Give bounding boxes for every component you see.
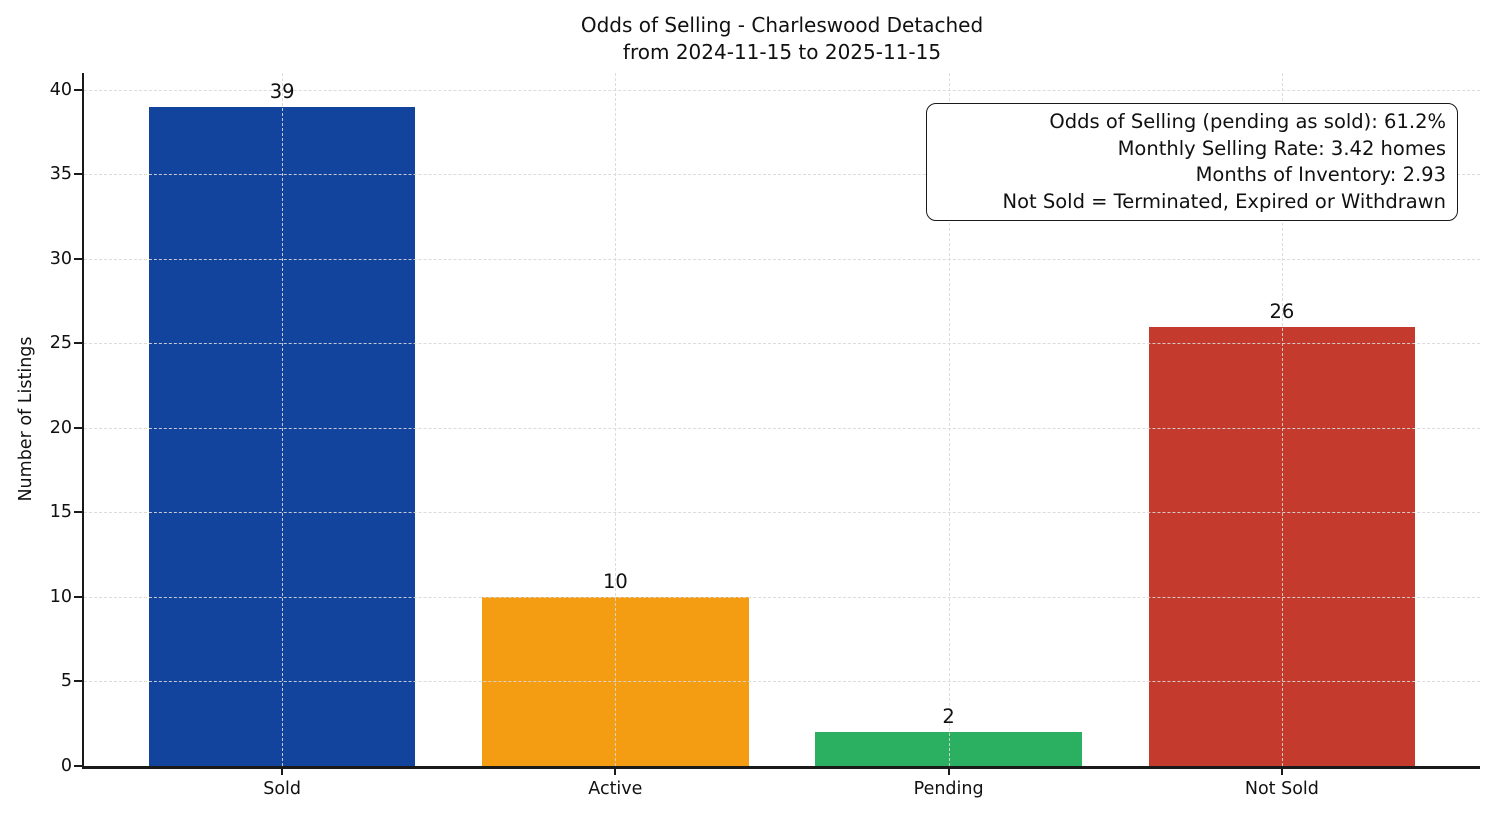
y-tick-30 — [74, 257, 82, 260]
x-axis-spine — [81, 766, 1480, 769]
h-gridline-25 — [84, 343, 1480, 345]
plot-area: 39 10 2 26 — [84, 73, 1480, 766]
y-tick-25 — [74, 342, 82, 345]
chart-title: Odds of Selling - Charleswood Detached — [580, 13, 984, 37]
y-tick-15 — [74, 511, 82, 514]
y-tick-label-0: 0 — [60, 756, 72, 776]
annotation-line-inventory: Months of Inventory: 2.93 — [1195, 163, 1446, 186]
annotation-line-odds: Odds of Selling (pending as sold): 61.2% — [1049, 110, 1446, 133]
h-gridline-30 — [84, 258, 1480, 260]
h-gridline-10 — [84, 596, 1480, 598]
chart-title-block: Odds of Selling - Charleswood Detached f… — [84, 12, 1480, 66]
y-tick-label-25: 25 — [49, 333, 72, 354]
y-tick-label-15: 15 — [49, 502, 72, 523]
annotation-box: Odds of Selling (pending as sold): 61.2%… — [926, 103, 1458, 221]
bar-value-label-active: 10 — [602, 569, 628, 593]
y-axis-label: Number of Listings — [16, 336, 36, 502]
annotation-line-notsold-definition: Not Sold = Terminated, Expired or Withdr… — [1002, 189, 1446, 213]
h-gridline-15 — [84, 512, 1480, 514]
y-tick-label-30: 30 — [49, 248, 72, 269]
bar-value-label-pending: 2 — [942, 705, 955, 729]
y-tick-label-35: 35 — [49, 164, 72, 185]
y-tick-label-5: 5 — [60, 671, 72, 692]
x-tick-label-active: Active — [588, 779, 643, 799]
y-tick-35 — [74, 173, 82, 176]
bar-value-label-not-sold: 26 — [1269, 299, 1295, 323]
v-gridline-active — [615, 73, 617, 766]
y-tick-40 — [74, 88, 82, 91]
bar-value-label-sold: 39 — [269, 79, 295, 103]
x-tick-pending — [947, 766, 950, 775]
bar-pending — [815, 732, 1082, 766]
x-tick-label-pending: Pending — [913, 779, 984, 799]
annotation-line-rate: Monthly Selling Rate: 3.42 homes — [1117, 136, 1446, 160]
v-gridline-pending — [948, 73, 950, 766]
y-tick-0 — [74, 765, 82, 767]
y-tick-10 — [74, 595, 82, 598]
x-tick-not-sold — [1280, 766, 1283, 775]
v-gridline-not-sold — [1281, 73, 1283, 766]
y-tick-5 — [74, 680, 82, 683]
x-tick-active — [614, 766, 617, 775]
x-tick-label-sold: Sold — [263, 779, 302, 799]
y-axis-spine — [81, 73, 84, 768]
y-tick-20 — [74, 426, 82, 429]
y-tick-label-20: 20 — [49, 417, 72, 438]
h-gridline-20 — [84, 427, 1480, 429]
h-gridline-40 — [84, 89, 1480, 91]
x-tick-sold — [281, 766, 284, 775]
x-tick-label-not-sold: Not Sold — [1244, 779, 1319, 799]
v-gridline-sold — [282, 73, 284, 766]
h-gridline-5 — [84, 681, 1480, 683]
chart-subtitle: from 2024-11-15 to 2025-11-15 — [622, 40, 942, 64]
h-gridline-35 — [84, 174, 1480, 176]
y-tick-label-40: 40 — [49, 79, 72, 100]
y-tick-label-10: 10 — [49, 586, 72, 607]
